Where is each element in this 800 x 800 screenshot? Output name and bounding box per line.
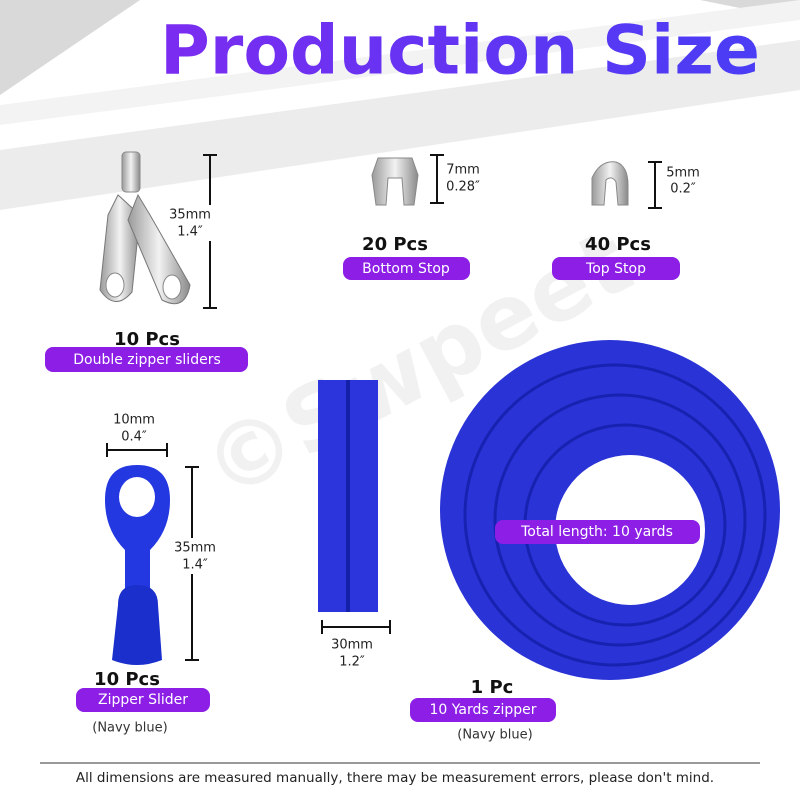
length: Total length: 10 yards (520, 524, 673, 540)
quantity: 20 Pcs (362, 234, 428, 255)
label-pill (410, 698, 556, 722)
quantity: 10 Pcs (114, 329, 180, 350)
stripe (0, 0, 800, 125)
label-pill (343, 257, 470, 280)
dimension: 0.28″ (446, 180, 480, 195)
footer: All dimensions are measured manually, th… (76, 770, 714, 786)
note: (Navy blue) (92, 721, 167, 736)
dimension: 1.4″ (182, 558, 208, 573)
label: Top Stop (585, 261, 646, 277)
dimension: 0.2″ (670, 182, 696, 197)
bottom-stop-image (371, 157, 419, 206)
dimension: 35mm (169, 208, 211, 223)
quantity: 40 Pcs (585, 234, 651, 255)
label: Zipper Slider (98, 692, 188, 708)
top-stop-image (591, 161, 629, 206)
quantity: 10 Pcs (94, 669, 160, 690)
label-bg (172, 205, 212, 241)
label: Double zipper sliders (73, 352, 221, 368)
dimension: 35mm (174, 541, 216, 556)
double-slider-image (99, 151, 191, 305)
stripe (0, 0, 140, 95)
stripe (0, 40, 800, 210)
zipper-slider-image (105, 465, 170, 665)
dimension: 1.2″ (339, 655, 365, 670)
quantity: 1 Pc (471, 677, 514, 698)
label: Bottom Stop (362, 261, 450, 277)
label-pill (76, 688, 210, 712)
note: (Navy blue) (457, 728, 532, 743)
dimension: 30mm (331, 638, 373, 653)
dimension: 1.4″ (177, 225, 203, 240)
label-pill (552, 257, 680, 280)
label-pill (495, 520, 700, 544)
label: 10 Yards zipper (430, 702, 537, 718)
dimension: 7mm (446, 163, 480, 178)
dimension: 5mm (666, 166, 700, 181)
label-pill (45, 347, 248, 372)
dimension: 0.4″ (121, 430, 147, 445)
title: Production Size (160, 12, 760, 91)
label-bg (175, 538, 217, 574)
dimension: 10mm (113, 413, 155, 428)
